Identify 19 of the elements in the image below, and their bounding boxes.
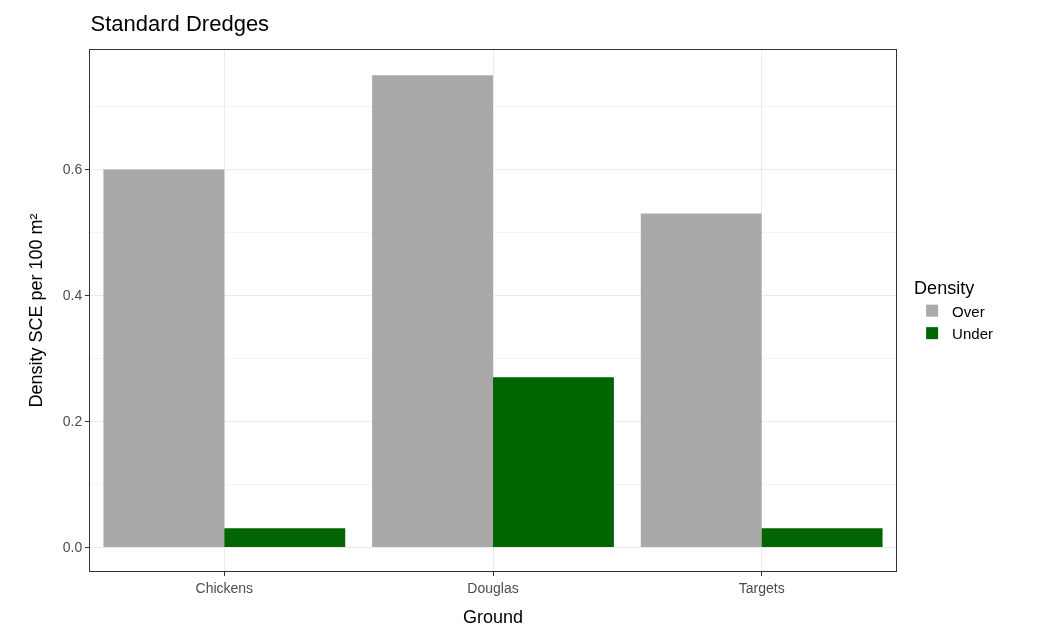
- bar: [761, 528, 883, 548]
- bar: [224, 528, 346, 548]
- y-tick-label: 0.0: [62, 538, 83, 555]
- x-tick-label: Douglas: [467, 579, 519, 596]
- x-tick-label: Chickens: [195, 579, 254, 596]
- y-tick-label: 0.2: [62, 413, 83, 430]
- x-tick-label: Targets: [738, 579, 785, 596]
- x-axis-title: Ground: [462, 606, 524, 627]
- chart-title: Standard Dredges: [90, 11, 270, 37]
- y-tick-label: 0.4: [62, 287, 83, 304]
- legend-label: Under: [952, 325, 993, 342]
- y-tick-label: 0.6: [62, 161, 83, 178]
- bar: [103, 169, 225, 548]
- legend-title: Density: [914, 278, 975, 299]
- bar: [640, 213, 762, 548]
- bar: [372, 75, 493, 548]
- y-axis-title: Density SCE per 100 m²: [25, 213, 46, 408]
- legend-label: Over: [952, 302, 985, 320]
- bar: [493, 377, 614, 548]
